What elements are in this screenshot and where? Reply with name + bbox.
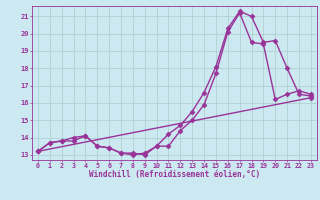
X-axis label: Windchill (Refroidissement éolien,°C): Windchill (Refroidissement éolien,°C) xyxy=(89,170,260,179)
